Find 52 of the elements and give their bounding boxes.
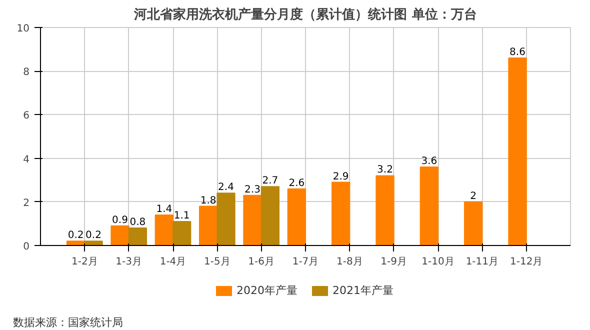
data-label: 0.8 [130, 217, 146, 228]
bar [260, 186, 280, 246]
data-label: 1.1 [174, 210, 190, 222]
bar [464, 201, 483, 246]
x-tick-label: 1-10月 [422, 256, 454, 268]
x-tick-label: 1-4月 [160, 256, 186, 268]
y-tick-label: 4 [23, 154, 30, 166]
bar [376, 175, 394, 246]
legend-label: 2020年产量 [236, 284, 298, 298]
data-label: 0.9 [112, 214, 128, 226]
bar [243, 194, 262, 246]
x-tick-label: 1-11月 [466, 256, 499, 268]
x-tick-label: 1-7月 [292, 256, 319, 268]
chart-title: 河北省家用洗衣机产量分月度（累计值）统计图 单位：万台 [133, 6, 477, 22]
data-label: 1.8 [200, 195, 216, 206]
x-tick-label: 1-12月 [510, 256, 543, 268]
y-tick-label: 10 [16, 24, 30, 34]
x-tick-label: 1-3月 [116, 256, 142, 268]
x-tick-label: 1-9月 [380, 256, 408, 268]
source-note: 数据来源：国家统计局 [13, 315, 123, 330]
bar [216, 192, 236, 246]
y-tick-label: 2 [23, 198, 30, 209]
data-label: 0.2 [86, 230, 102, 242]
bar [172, 221, 192, 246]
bar [287, 188, 306, 246]
bar [110, 225, 130, 246]
data-label: 2 [470, 190, 477, 202]
bar [199, 206, 218, 246]
data-label: 0.2 [68, 230, 84, 242]
y-tick-label: 0 [23, 242, 30, 252]
x-tick-label: 1-2月 [72, 256, 98, 268]
legend-label: 2021年产量 [332, 284, 394, 298]
data-label: 2.4 [218, 182, 234, 194]
bar [332, 182, 350, 246]
data-label: 2.3 [244, 184, 260, 196]
x-tick-label: 1-8月 [336, 256, 363, 268]
data-label: 3.6 [421, 156, 438, 168]
bar [84, 240, 103, 246]
data-label: 2.6 [288, 178, 305, 189]
x-tick-label: 1-6月 [248, 256, 275, 268]
data-label: 1.4 [156, 204, 172, 215]
data-label: 3.2 [377, 164, 393, 176]
data-label: 2.7 [262, 176, 278, 187]
bar [508, 58, 527, 246]
x-tick-label: 1-5月 [204, 256, 230, 268]
y-tick-label: 6 [23, 110, 30, 122]
y-tick-label: 8 [23, 67, 30, 78]
data-label: 2.9 [332, 171, 349, 182]
data-label: 8.6 [510, 47, 526, 58]
bar [154, 214, 174, 246]
bar [128, 228, 147, 246]
bar [420, 166, 438, 246]
